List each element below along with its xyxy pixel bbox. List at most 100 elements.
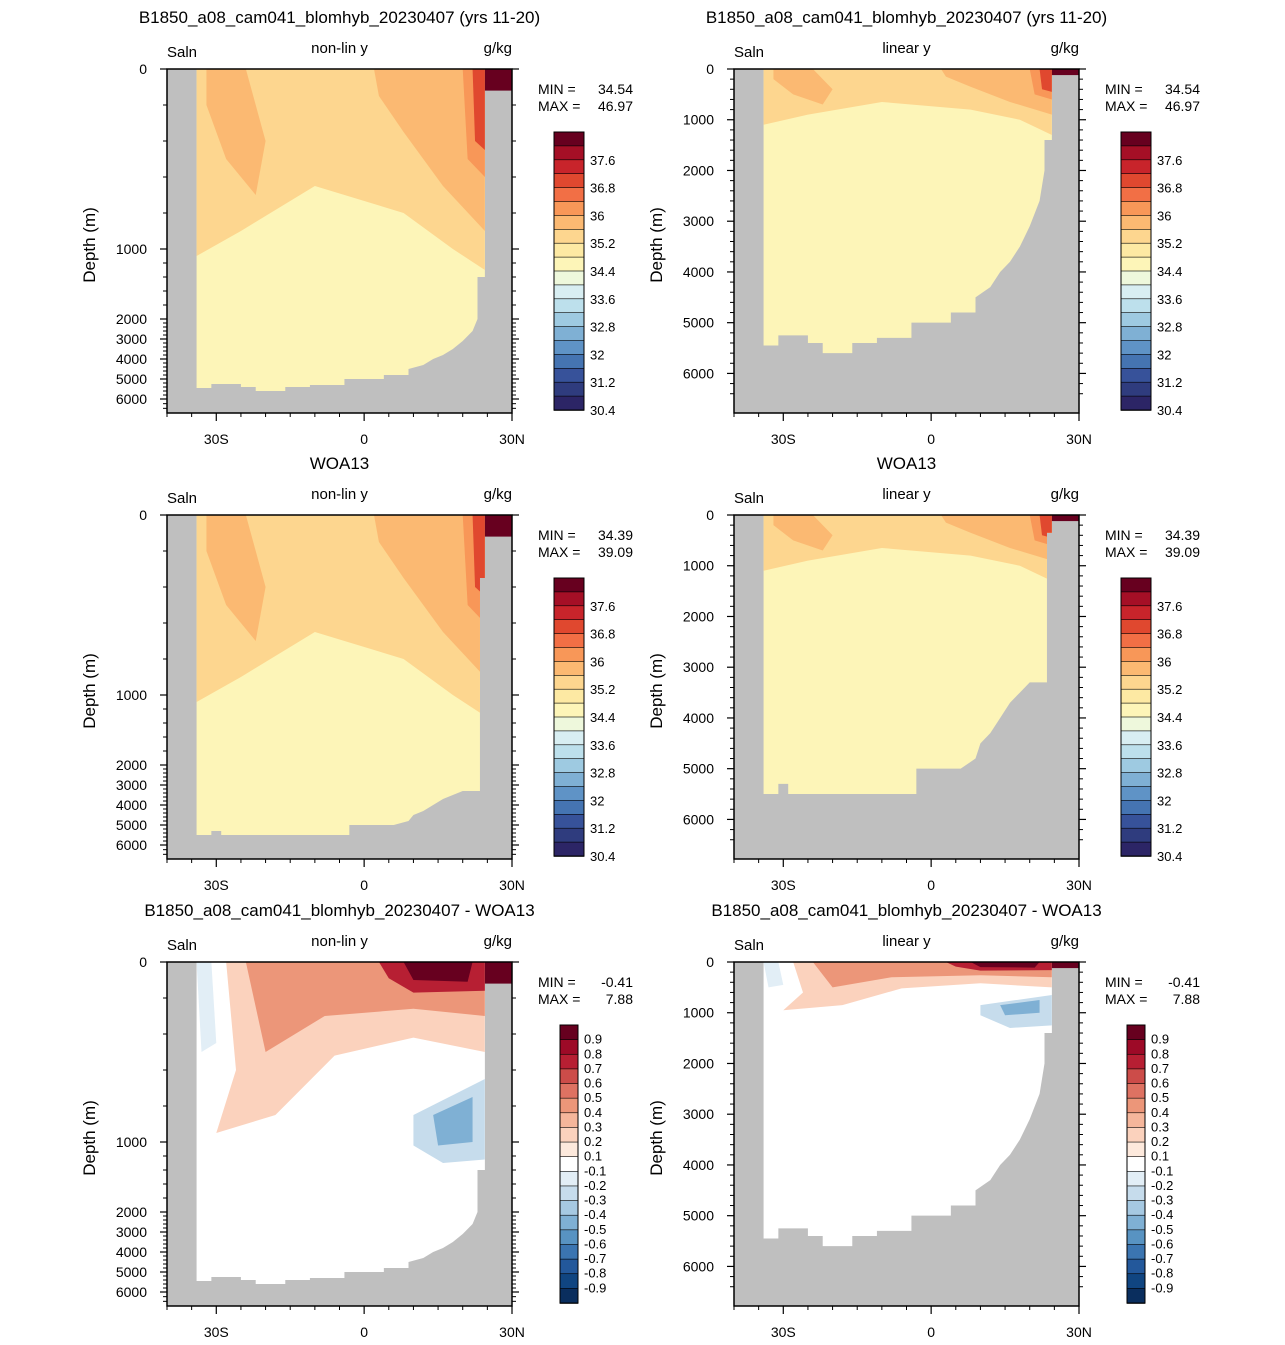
y-tick-label: 4000 bbox=[116, 797, 147, 813]
colorbar-label: 33.6 bbox=[590, 738, 615, 753]
unit-label: g/kg bbox=[1051, 486, 1079, 503]
salinity-north-core bbox=[374, 69, 485, 231]
ocean-field bbox=[196, 515, 512, 835]
salinity-north-core bbox=[941, 515, 1052, 561]
colorbar-label: 36 bbox=[1157, 208, 1171, 223]
variable-label: Saln bbox=[167, 490, 197, 507]
colorbar-cell bbox=[1120, 229, 1152, 245]
y-tick-label: 3000 bbox=[116, 777, 147, 793]
colorbar-cell bbox=[553, 215, 585, 231]
colorbar-cell bbox=[1126, 1097, 1146, 1114]
salinity-coastal-max bbox=[472, 515, 485, 596]
colorbar-label: 37.6 bbox=[590, 153, 615, 168]
plot-area bbox=[167, 515, 512, 859]
salinity-shelf-max bbox=[484, 515, 512, 537]
colorbar-label: 32 bbox=[1157, 347, 1171, 362]
max-label: MAX = bbox=[1105, 991, 1147, 1007]
colorbar-cell bbox=[1126, 1156, 1146, 1173]
y-tick-label: 6000 bbox=[683, 365, 714, 381]
plot-area bbox=[734, 69, 1079, 413]
y-tick-label: 4000 bbox=[683, 710, 714, 726]
x-tick-label: 30S bbox=[771, 1324, 796, 1340]
min-label: MIN = bbox=[538, 81, 576, 97]
colorbar-label: 32 bbox=[590, 793, 604, 808]
colorbar-cell bbox=[1120, 187, 1152, 203]
panel-title: B1850_a08_cam041_blomhyb_20230407 (yrs 1… bbox=[139, 8, 540, 27]
y-tick-label: 2000 bbox=[683, 608, 714, 624]
difference-shelf-max bbox=[1051, 962, 1079, 969]
max-value: 7.88 bbox=[1173, 991, 1200, 1007]
plot-area bbox=[167, 962, 512, 1306]
colorbar-cell bbox=[559, 1229, 579, 1246]
min-label: MIN = bbox=[1105, 974, 1143, 990]
colorbar-label: 0.5 bbox=[1151, 1090, 1169, 1105]
colorbar-cell bbox=[553, 841, 585, 857]
colorbar-cell bbox=[559, 1112, 579, 1129]
colorbar-cell bbox=[559, 1273, 579, 1290]
colorbar-cell bbox=[559, 1127, 579, 1143]
panel-1: B1850_a08_cam041_blomhyb_20230407 (yrs 1… bbox=[80, 8, 633, 447]
colorbar-label: -0.6 bbox=[584, 1236, 606, 1251]
colorbar: 37.6 36.8 36 35.2 34.4 33.6 32.8 32 31.2 30.4 bbox=[1120, 131, 1182, 418]
colorbar-cell bbox=[559, 1039, 579, 1056]
y-tick-label: 5000 bbox=[683, 315, 714, 331]
colorbar-cell bbox=[559, 1200, 579, 1217]
difference-positive-max bbox=[403, 962, 473, 982]
colorbar-label: 0.4 bbox=[1151, 1105, 1169, 1120]
colorbar-cell bbox=[553, 395, 585, 411]
colorbar-frame bbox=[559, 1024, 579, 1304]
colorbar-label: -0.4 bbox=[1151, 1207, 1173, 1222]
y-tick-label: 5000 bbox=[683, 761, 714, 777]
colorbar-cell bbox=[1126, 1024, 1146, 1041]
y-tick-label: 6000 bbox=[683, 811, 714, 827]
colorbar-cell bbox=[553, 730, 585, 746]
colorbar-cell bbox=[1126, 1068, 1146, 1085]
colorbar-label: 36.8 bbox=[590, 627, 615, 642]
panel-title: WOA13 bbox=[877, 454, 937, 473]
x-tick-label: 0 bbox=[360, 431, 368, 447]
y-axis-label: Depth (m) bbox=[80, 653, 99, 729]
colorbar-cell bbox=[553, 813, 585, 829]
salinity-south-core bbox=[773, 69, 833, 105]
min-value: 34.39 bbox=[1165, 527, 1200, 543]
colorbar-label: 34.4 bbox=[590, 710, 615, 725]
colorbar-cell bbox=[1120, 270, 1152, 286]
colorbar-cell bbox=[1126, 1171, 1146, 1187]
colorbar-cell bbox=[553, 340, 585, 356]
colorbar-label: 36.8 bbox=[590, 181, 615, 196]
colorbar-label: 0.9 bbox=[584, 1032, 602, 1047]
colorbar-cell bbox=[553, 674, 585, 690]
y-axis-label: Depth (m) bbox=[647, 207, 666, 283]
colorbar-cell bbox=[553, 201, 585, 217]
colorbar-label: -0.3 bbox=[584, 1193, 606, 1208]
colorbar-label: 36.8 bbox=[1157, 627, 1182, 642]
colorbar-label: 37.6 bbox=[1157, 153, 1182, 168]
colorbar-cell bbox=[1120, 242, 1152, 258]
colorbar-label: 33.6 bbox=[590, 292, 615, 307]
colorbar-cell bbox=[1120, 256, 1152, 272]
colorbar-cell bbox=[1120, 730, 1152, 746]
colorbar-cell bbox=[1120, 800, 1152, 816]
colorbar-cell bbox=[559, 1288, 579, 1304]
x-tick-label: 30N bbox=[499, 877, 525, 893]
y-tick-label: 1000 bbox=[683, 1005, 714, 1021]
panels: B1850_a08_cam041_blomhyb_20230407 (yrs 1… bbox=[80, 8, 1200, 1340]
x-tick-label: 30N bbox=[499, 431, 525, 447]
panel-2: B1850_a08_cam041_blomhyb_20230407 (yrs 1… bbox=[647, 8, 1200, 447]
colorbar-cell bbox=[553, 591, 585, 607]
colorbar-frame bbox=[1120, 577, 1152, 857]
plot-area bbox=[734, 962, 1079, 1306]
colorbar-cell bbox=[559, 1156, 579, 1173]
colorbar: 0.90.80.70.60.50.40.30.20.1-0.1-0.2-0.3-… bbox=[1126, 1024, 1173, 1304]
colorbar-cell bbox=[553, 326, 585, 342]
colorbar-cell bbox=[1120, 702, 1152, 718]
colorbar-cell bbox=[553, 688, 585, 704]
difference-negative-south bbox=[196, 962, 217, 1052]
colorbar-cell bbox=[553, 577, 585, 593]
colorbar-label: 0.7 bbox=[584, 1061, 602, 1076]
colorbar-label: 35.2 bbox=[1157, 682, 1182, 697]
salinity-shelf-max bbox=[484, 69, 512, 91]
min-value: 34.39 bbox=[598, 527, 633, 543]
colorbar-cell bbox=[1120, 758, 1152, 774]
colorbar-cell bbox=[1120, 619, 1152, 635]
